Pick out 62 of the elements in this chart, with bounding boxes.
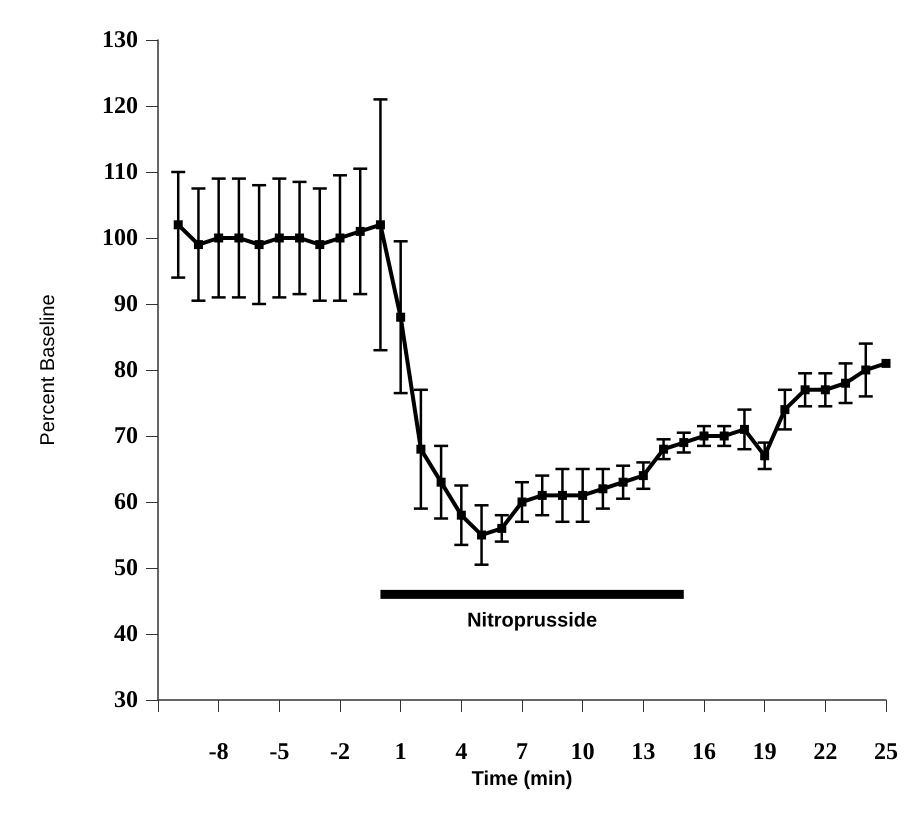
point [254, 240, 264, 250]
point [315, 240, 324, 250]
annotation: Nitroprusside [467, 609, 598, 632]
x-tick-label: -5 [269, 739, 290, 765]
x-tick-label: 10 [570, 739, 595, 765]
point [760, 451, 770, 460]
point [618, 478, 628, 487]
y-tick-label: 80 [114, 357, 138, 383]
y-tick-label: 130 [102, 27, 138, 53]
y-tick-label: 60 [114, 489, 138, 515]
point [194, 240, 203, 250]
point [740, 424, 749, 434]
point [214, 234, 224, 242]
x-axis-title: Time (min) [472, 768, 572, 790]
point [456, 510, 466, 520]
point [477, 530, 486, 540]
point [436, 478, 446, 487]
x-tick-label: 22 [813, 739, 838, 765]
point [376, 220, 385, 230]
x-tick-label: 25 [874, 739, 898, 765]
point [659, 444, 668, 454]
y-tick-label: 30 [114, 687, 138, 713]
point [598, 484, 608, 494]
point [679, 438, 688, 448]
x-tick-label: 13 [631, 739, 656, 765]
x-tick-label: 19 [752, 739, 777, 765]
point [295, 234, 304, 242]
point [234, 234, 244, 242]
point [497, 524, 506, 533]
point [700, 432, 708, 440]
point [174, 220, 183, 230]
point [861, 366, 870, 374]
point [356, 226, 365, 236]
point [638, 471, 648, 480]
point [336, 234, 344, 242]
point [274, 234, 284, 242]
x-tick-label: 16 [692, 739, 716, 765]
y-tick-label: 100 [102, 225, 138, 251]
point [416, 444, 426, 454]
x-tick-label: 4 [455, 739, 468, 765]
point [578, 490, 588, 500]
y-tick-label: 120 [102, 93, 138, 119]
point [841, 378, 850, 388]
y-axis-title: Percent Baseline [37, 294, 59, 446]
point [396, 312, 406, 322]
y-tick-label: 50 [114, 555, 138, 581]
point [882, 358, 890, 368]
point [800, 385, 810, 394]
y-tick-label: 110 [103, 159, 138, 185]
y-tick-label: 90 [114, 291, 138, 317]
x-tick-label: 7 [516, 739, 528, 765]
x-tick-label: 1 [394, 739, 407, 765]
point [538, 490, 547, 500]
point [558, 490, 567, 500]
point [820, 385, 830, 394]
y-tick-label: 70 [114, 423, 138, 449]
point [518, 498, 526, 506]
point [780, 405, 790, 414]
y-tick-label: 40 [114, 621, 138, 647]
point [720, 432, 729, 440]
x-tick-label: -2 [330, 739, 350, 765]
x-tick-label: -8 [208, 739, 229, 765]
